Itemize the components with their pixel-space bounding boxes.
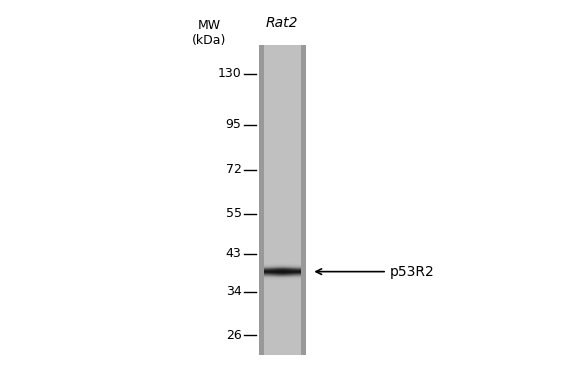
Text: p53R2: p53R2	[390, 265, 435, 279]
Text: 130: 130	[218, 67, 242, 81]
Text: 43: 43	[226, 247, 242, 260]
Text: 55: 55	[226, 207, 242, 220]
Text: 95: 95	[226, 118, 242, 132]
Text: 34: 34	[226, 285, 242, 298]
Text: MW
(kDa): MW (kDa)	[192, 20, 227, 48]
Bar	[301, 45, 306, 355]
Bar	[259, 45, 264, 355]
Bar	[259, 45, 306, 355]
Text: 72: 72	[226, 163, 242, 177]
Text: Rat2: Rat2	[266, 16, 299, 30]
Text: 26: 26	[226, 329, 242, 342]
